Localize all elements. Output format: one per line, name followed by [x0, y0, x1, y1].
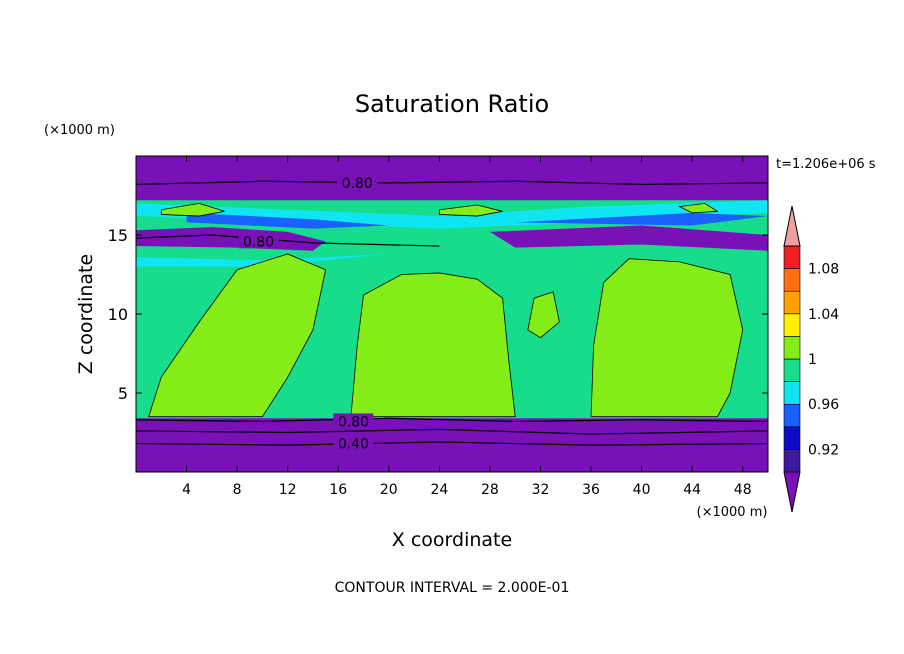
- colorbar: 0.92 0.96 1 1.04 1.08: [783, 205, 839, 513]
- colorbar-tick-label: 1.08: [808, 262, 839, 278]
- colorbar-segment: [783, 358, 801, 382]
- colorbar-tick-label: 1.04: [808, 307, 839, 323]
- x-tick-label: 28: [481, 482, 499, 498]
- contour-label: 0.80: [243, 234, 274, 250]
- colorbar-lower-extend: [783, 471, 801, 513]
- x-tick-label: 4: [182, 482, 191, 498]
- y-tick-label: 5: [118, 384, 128, 403]
- field-supersaturated-region: [527, 291, 560, 339]
- x-tick-label: 36: [582, 482, 600, 498]
- field-blue-filament: [515, 212, 768, 226]
- y-axis-label: Z coordinate: [75, 254, 97, 374]
- contour-interval-footer: CONTOUR INTERVAL = 2.000E-01: [335, 580, 570, 596]
- colorbar-segment: [783, 449, 801, 473]
- colorbar-segment: [783, 245, 801, 269]
- y-tick-label: 10: [108, 305, 128, 324]
- colorbar-upper-extend: [783, 205, 801, 247]
- field-supersaturated-region: [148, 253, 327, 418]
- x-tick-label: 16: [329, 482, 347, 498]
- chart-title: Saturation Ratio: [355, 90, 549, 118]
- contour-label-background: [333, 413, 374, 429]
- y-axis: 5 10 15: [108, 226, 768, 403]
- colorbar-tick-label: 0.96: [808, 397, 839, 413]
- colorbar-tick-label: 0.92: [808, 442, 839, 458]
- field-supersaturated-region: [678, 202, 719, 214]
- colorbar-segment: [783, 290, 801, 315]
- contour-label-background: [333, 435, 374, 451]
- contour-0.40: [136, 441, 768, 446]
- x-axis-unit: (×1000 m): [697, 505, 768, 520]
- contour-label: 0.80: [342, 176, 373, 192]
- time-label: t=1.206e+06 s: [776, 157, 876, 172]
- colorbar-segment: [783, 268, 801, 292]
- colorbar-tick-label: 1: [808, 352, 817, 368]
- x-axis: 4 8 12 16 20 24 28 32 36 40 44 48: [182, 156, 752, 498]
- field-supersaturated-region: [160, 202, 225, 217]
- field-blue-filament: [186, 212, 389, 229]
- field-supersaturated-region: [438, 204, 503, 217]
- contour-0.80-top: [136, 180, 768, 186]
- x-tick-label: 32: [532, 482, 550, 498]
- colorbar-segment: [783, 313, 801, 337]
- x-tick-label: 20: [380, 482, 398, 498]
- x-tick-label: 44: [683, 482, 701, 498]
- contour-0.80-bottom: [136, 417, 768, 423]
- contour-label-background: [238, 233, 279, 249]
- colorbar-segment: [783, 381, 801, 405]
- x-axis-label: X coordinate: [392, 529, 512, 551]
- colorbar-segment: [783, 336, 801, 360]
- colorbar-segment: [783, 426, 801, 450]
- plot-area: 0.80 0.80 0.80 0.40: [136, 156, 768, 472]
- y-tick-label: 15: [108, 226, 128, 245]
- x-tick-label: 12: [279, 482, 297, 498]
- y-axis-unit: (×1000 m): [44, 123, 115, 138]
- x-tick-label: 24: [430, 482, 448, 498]
- field-cyan-lower: [136, 253, 389, 267]
- contour-label-background: [337, 174, 378, 190]
- colorbar-segment: [783, 403, 801, 428]
- contour-lower: [136, 428, 768, 435]
- field-supersaturated-region: [590, 258, 744, 418]
- field-dry-patch-upper-right: [489, 225, 768, 251]
- x-tick-label: 48: [734, 482, 752, 498]
- x-tick-label: 8: [233, 482, 242, 498]
- x-tick-label: 40: [633, 482, 651, 498]
- field-supersaturated-region: [350, 272, 516, 418]
- contour-label: 0.80: [338, 414, 369, 430]
- contour-label: 0.40: [338, 437, 369, 453]
